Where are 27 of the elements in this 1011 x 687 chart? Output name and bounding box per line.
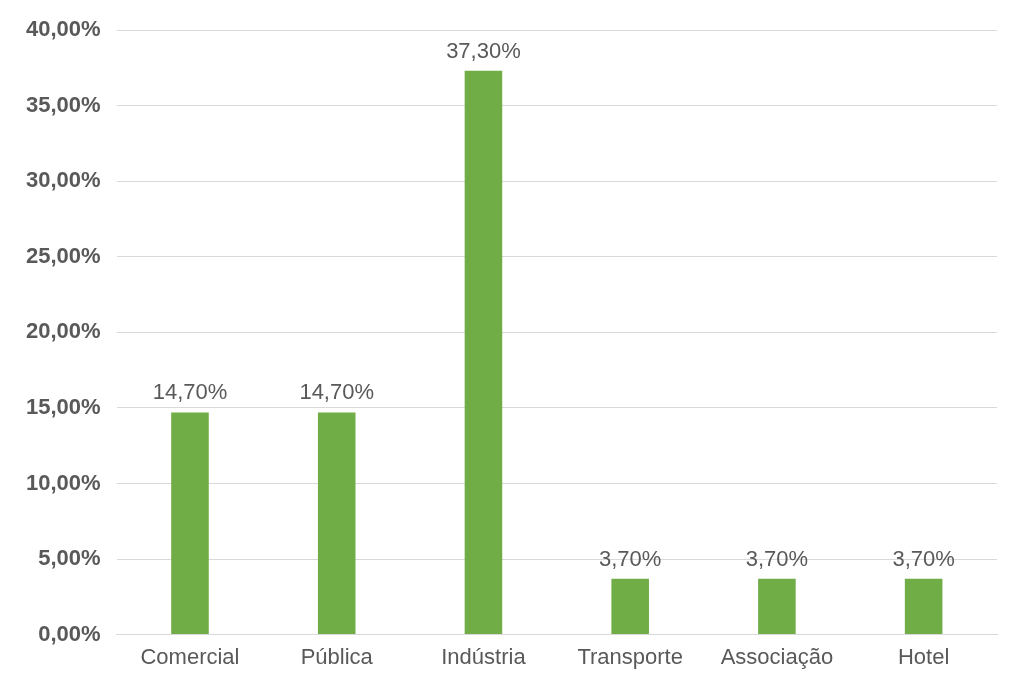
x-tick-label: Indústria: [441, 643, 527, 669]
text: 3,70%: [745, 545, 809, 571]
x-tick-label: Comercial: [140, 643, 240, 669]
text: 3,70%: [892, 545, 955, 571]
y-tick-label: 20,00%: [25, 318, 101, 344]
y-tick-label: 25,00%: [25, 242, 101, 268]
text: 14,70%: [152, 379, 228, 405]
text: 14,70%: [299, 379, 375, 405]
bar: [317, 412, 356, 635]
bar: [464, 70, 503, 635]
y-tick-label: 0,00%: [38, 620, 101, 646]
bar: [171, 412, 209, 635]
x-tick-label: Hotel: [897, 643, 950, 669]
text: 37,30%: [446, 37, 521, 63]
x-tick-label: Pública: [300, 643, 374, 669]
y-tick-label: 10,00%: [25, 469, 101, 495]
y-tick-label: 30,00%: [25, 167, 101, 193]
x-tick-label: Associação: [720, 643, 834, 669]
bar: [904, 578, 943, 635]
y-tick-label: 40,00%: [25, 16, 101, 42]
bar: [611, 578, 649, 635]
text: 3,70%: [598, 545, 662, 571]
y-tick-label: 5,00%: [38, 545, 101, 571]
bar: [758, 578, 796, 635]
y-tick-label: 35,00%: [25, 91, 101, 117]
x-tick-label: Transporte: [577, 643, 683, 669]
y-tick-label: 15,00%: [25, 393, 101, 419]
